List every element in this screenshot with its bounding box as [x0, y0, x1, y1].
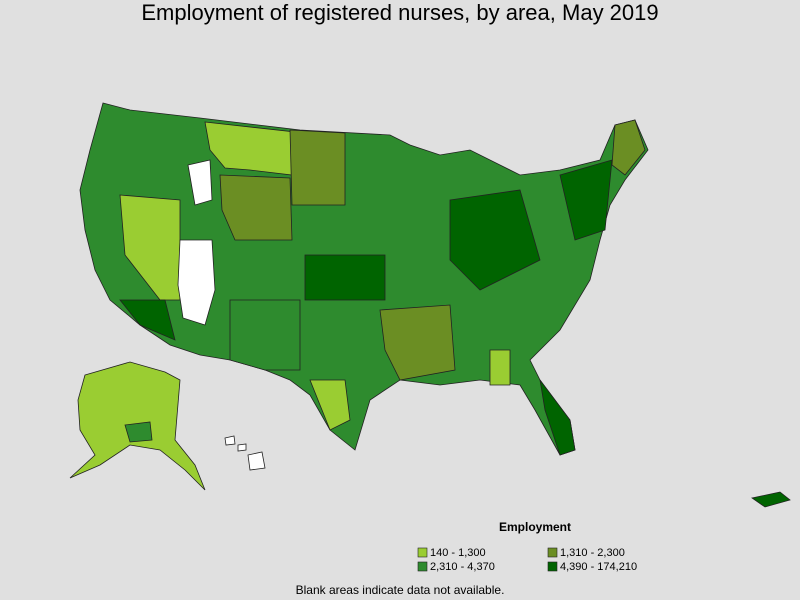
map-title: Employment of registered nurses, by area…	[141, 0, 658, 25]
region	[119, 299, 176, 341]
hawaii	[247, 451, 266, 471]
blank-area	[177, 239, 216, 326]
alaska-region	[124, 421, 153, 443]
legend-label: 140 - 1,300	[430, 547, 486, 559]
legend-label: 4,390 - 174,210	[560, 561, 637, 573]
region	[539, 379, 576, 456]
legend-swatch	[547, 547, 558, 558]
legend-swatch	[547, 561, 558, 572]
legend-swatch	[417, 547, 428, 558]
legend-label: 2,310 - 4,370	[430, 561, 495, 573]
region	[559, 159, 613, 241]
region	[379, 304, 456, 381]
region	[119, 194, 181, 301]
region	[304, 254, 386, 301]
hawaii	[237, 443, 247, 452]
region	[449, 189, 541, 291]
legend-label: 1,310 - 2,300	[560, 547, 625, 559]
region	[219, 174, 293, 241]
legend-swatch	[417, 561, 428, 572]
region	[309, 379, 351, 431]
blank-area	[187, 159, 213, 206]
puerto-rico	[751, 491, 791, 508]
legend: Employment 140 - 1,300 1,310 - 2,300 2,310…	[417, 520, 637, 573]
region	[611, 119, 646, 176]
region	[289, 129, 346, 206]
note: Blank areas indicate data not available.	[296, 583, 505, 597]
region	[229, 299, 301, 371]
hawaii	[224, 435, 236, 446]
legend-title: Employment	[499, 520, 571, 534]
region	[489, 349, 511, 386]
map	[69, 102, 791, 508]
